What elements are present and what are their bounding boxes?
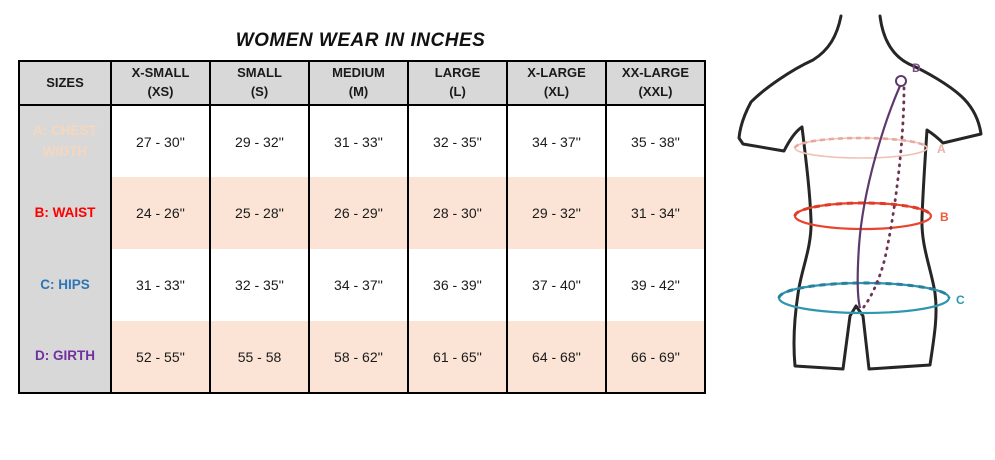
row-label-chest-width: A: CHEST WIDTH [18,105,112,177]
cell-waist-xxl: 31 - 34'' [605,177,706,249]
col-name: SMALL [237,65,282,81]
marker-c-label: C [956,293,965,307]
table-row-hips: C: HIPS 31 - 33'' 32 - 35'' 34 - 37'' 36… [18,249,706,321]
cell-chest-xs: 27 - 30'' [110,105,211,177]
marker-b-label: B [940,210,949,224]
cell-waist-s: 25 - 28'' [209,177,310,249]
cell-waist-xl: 29 - 32'' [506,177,607,249]
corner-header-sizes: SIZES [18,61,112,106]
page-title: WOMEN WEAR IN INCHES [235,30,486,51]
girth-shoulder-loop [895,75,907,87]
row-label-waist: B: WAIST [18,177,112,249]
cell-chest-xl: 34 - 37'' [506,105,607,177]
col-name: MEDIUM [332,65,385,81]
table-row-waist: B: WAIST 24 - 26'' 25 - 28'' 26 - 29'' 2… [18,177,706,249]
cell-girth-l: 61 - 65'' [407,321,508,393]
col-header-large: LARGE (L) [407,61,508,106]
col-header-small: SMALL (S) [209,61,310,106]
col-abbr: (XL) [543,84,570,99]
col-header-medium: MEDIUM (M) [308,61,409,106]
cell-waist-l: 28 - 30'' [407,177,508,249]
cell-girth-m: 58 - 62'' [308,321,409,393]
col-name: X-SMALL [131,65,190,81]
cell-hips-l: 36 - 39'' [407,249,508,321]
col-abbr: (L) [449,84,466,99]
table-row-girth: D: GIRTH 52 - 55'' 55 - 58 58 - 62'' 61 … [18,321,706,393]
col-abbr: (M) [348,84,369,99]
cell-chest-m: 31 - 33'' [308,105,409,177]
row-label-hips: C: HIPS [18,249,112,321]
col-header-xsmall: X-SMALL (XS) [110,61,211,106]
col-header-xlarge: X-LARGE (XL) [506,61,607,106]
col-abbr: (XS) [147,84,174,99]
body-outline [737,14,983,371]
table-row-chest-width: A: CHEST WIDTH 27 - 30'' 29 - 32'' 31 - … [18,105,706,177]
cell-girth-xxl: 66 - 69'' [605,321,706,393]
col-header-xxlarge: XX-LARGE (XXL) [605,61,706,106]
cell-waist-m: 26 - 29'' [308,177,409,249]
cell-chest-s: 29 - 32'' [209,105,310,177]
cell-hips-xs: 31 - 33'' [110,249,211,321]
cell-girth-xs: 52 - 55'' [110,321,211,393]
cell-chest-xxl: 35 - 38'' [605,105,706,177]
col-abbr: (XXL) [638,84,673,99]
col-name: XX-LARGE [621,65,690,81]
cell-chest-l: 32 - 35'' [407,105,508,177]
body-diagram-svg: A B C D [737,14,983,371]
col-name: LARGE [434,65,481,81]
cell-girth-s: 55 - 58 [209,321,310,393]
size-chart-table: SIZES X-SMALL (XS) SMALL (S) MEDIUM (M) LAR… [18,60,706,394]
marker-d-label: D [912,61,921,75]
cell-hips-s: 32 - 35'' [209,249,310,321]
marker-a-label: A [937,142,946,156]
corner-header-label: SIZES [46,74,84,90]
girth-back-dotted-line [861,86,906,310]
row-label-girth: D: GIRTH [18,321,112,393]
measurement-figure: A B C D [713,8,995,456]
cell-hips-xl: 37 - 40'' [506,249,607,321]
col-abbr: (S) [250,84,269,99]
cell-hips-xxl: 39 - 42'' [605,249,706,321]
col-name: X-LARGE [527,65,586,81]
waist-measure-dashed-arc [793,201,933,217]
girth-front-line [856,85,902,309]
cell-waist-xs: 24 - 26'' [110,177,211,249]
chest-measure-dashed-arc [793,136,929,149]
header-row: SIZES X-SMALL (XS) SMALL (S) MEDIUM (M) LAR… [18,61,706,106]
cell-girth-xl: 64 - 68'' [506,321,607,393]
cell-hips-m: 34 - 37'' [308,249,409,321]
hips-measure-dashed-arc [777,281,951,299]
